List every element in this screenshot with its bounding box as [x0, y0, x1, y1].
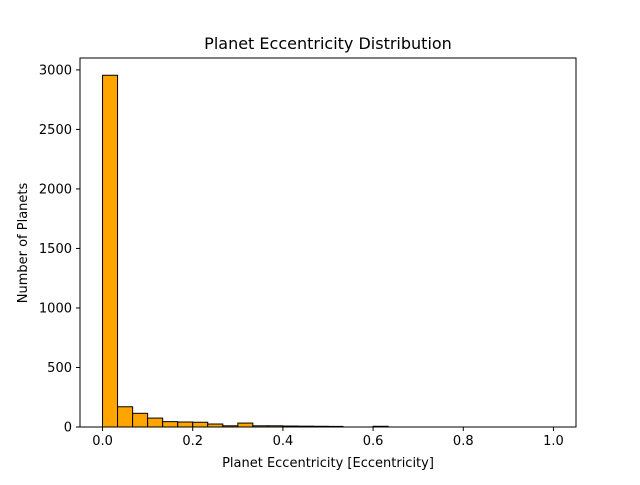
x-axis: 0.0 0.2 0.4 0.6 0.8 1.0: [92, 427, 564, 449]
y-tick-label: 500: [47, 361, 72, 376]
y-tick-label: 1500: [39, 242, 72, 257]
x-tick-label: 0.6: [363, 434, 384, 449]
histogram-bar: [162, 421, 179, 428]
histogram-bar: [117, 406, 134, 428]
x-tick-label: 1.0: [543, 434, 564, 449]
x-tick-label: 0.8: [453, 434, 474, 449]
y-tick-label: 2500: [39, 123, 72, 138]
y-tick-label: 3000: [39, 63, 72, 78]
histogram-bar: [237, 422, 254, 428]
y-tick-label: 2000: [39, 182, 72, 197]
histogram-bar: [132, 412, 149, 428]
x-tick-label: 0.0: [92, 434, 113, 449]
x-axis-label: Planet Eccentricity [Eccentricity]: [222, 456, 434, 471]
histogram-bar: [102, 74, 119, 428]
x-tick-label: 0.2: [182, 434, 203, 449]
histogram-bar: [147, 417, 164, 428]
histogram-bar: [192, 421, 209, 428]
bars-group: [102, 74, 389, 428]
y-axis: 0 500 1000 1500 2000 2500 3000: [39, 63, 80, 436]
x-tick-label: 0.4: [273, 434, 294, 449]
plot-frame: [79, 57, 577, 428]
y-tick-label: 0: [64, 421, 72, 436]
histogram-bar: [177, 421, 194, 428]
y-axis-label: Number of Planets: [16, 183, 31, 304]
y-tick-label: 1000: [39, 301, 72, 316]
chart-title: Planet Eccentricity Distribution: [204, 34, 452, 53]
